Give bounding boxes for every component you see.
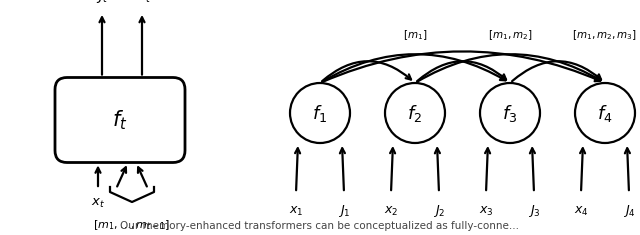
Circle shape: [480, 83, 540, 143]
Text: Our memory-enhanced transformers can be conceptualized as fully-conne...: Our memory-enhanced transformers can be …: [120, 221, 520, 231]
FancyArrowPatch shape: [512, 61, 601, 81]
FancyArrowPatch shape: [417, 54, 600, 82]
Text: $J_t$: $J_t$: [96, 0, 108, 5]
Text: $f_t$: $f_t$: [112, 108, 128, 132]
Text: $f_4$: $f_4$: [597, 102, 613, 124]
FancyArrowPatch shape: [323, 51, 600, 82]
Text: $x_3$: $x_3$: [479, 204, 493, 218]
Text: $x_1$: $x_1$: [289, 204, 303, 218]
FancyArrowPatch shape: [322, 61, 411, 81]
Text: $x_t$: $x_t$: [91, 196, 105, 210]
Text: $m_t$: $m_t$: [132, 0, 152, 5]
FancyArrowPatch shape: [323, 54, 506, 82]
Text: $x_4$: $x_4$: [573, 204, 588, 218]
Circle shape: [575, 83, 635, 143]
Text: $x_2$: $x_2$: [384, 204, 398, 218]
FancyArrowPatch shape: [417, 61, 506, 81]
Text: $f_1$: $f_1$: [312, 102, 328, 124]
FancyBboxPatch shape: [55, 78, 185, 162]
Text: $f_2$: $f_2$: [408, 102, 422, 124]
Text: $J_4$: $J_4$: [623, 203, 636, 219]
Text: $[m_1,m_2,m_3]$: $[m_1,m_2,m_3]$: [573, 28, 637, 42]
Circle shape: [385, 83, 445, 143]
Text: $f_3$: $f_3$: [502, 102, 518, 124]
Circle shape: [290, 83, 350, 143]
Text: $J_2$: $J_2$: [433, 203, 445, 219]
Text: $J_1$: $J_1$: [338, 203, 350, 219]
Text: $[m_1,\ldots,m_{t-1}]$: $[m_1,\ldots,m_{t-1}]$: [93, 218, 170, 232]
Text: $[m_1]$: $[m_1]$: [403, 28, 427, 42]
Text: $[m_1,m_2]$: $[m_1,m_2]$: [488, 28, 532, 42]
Text: $J_3$: $J_3$: [528, 203, 540, 219]
